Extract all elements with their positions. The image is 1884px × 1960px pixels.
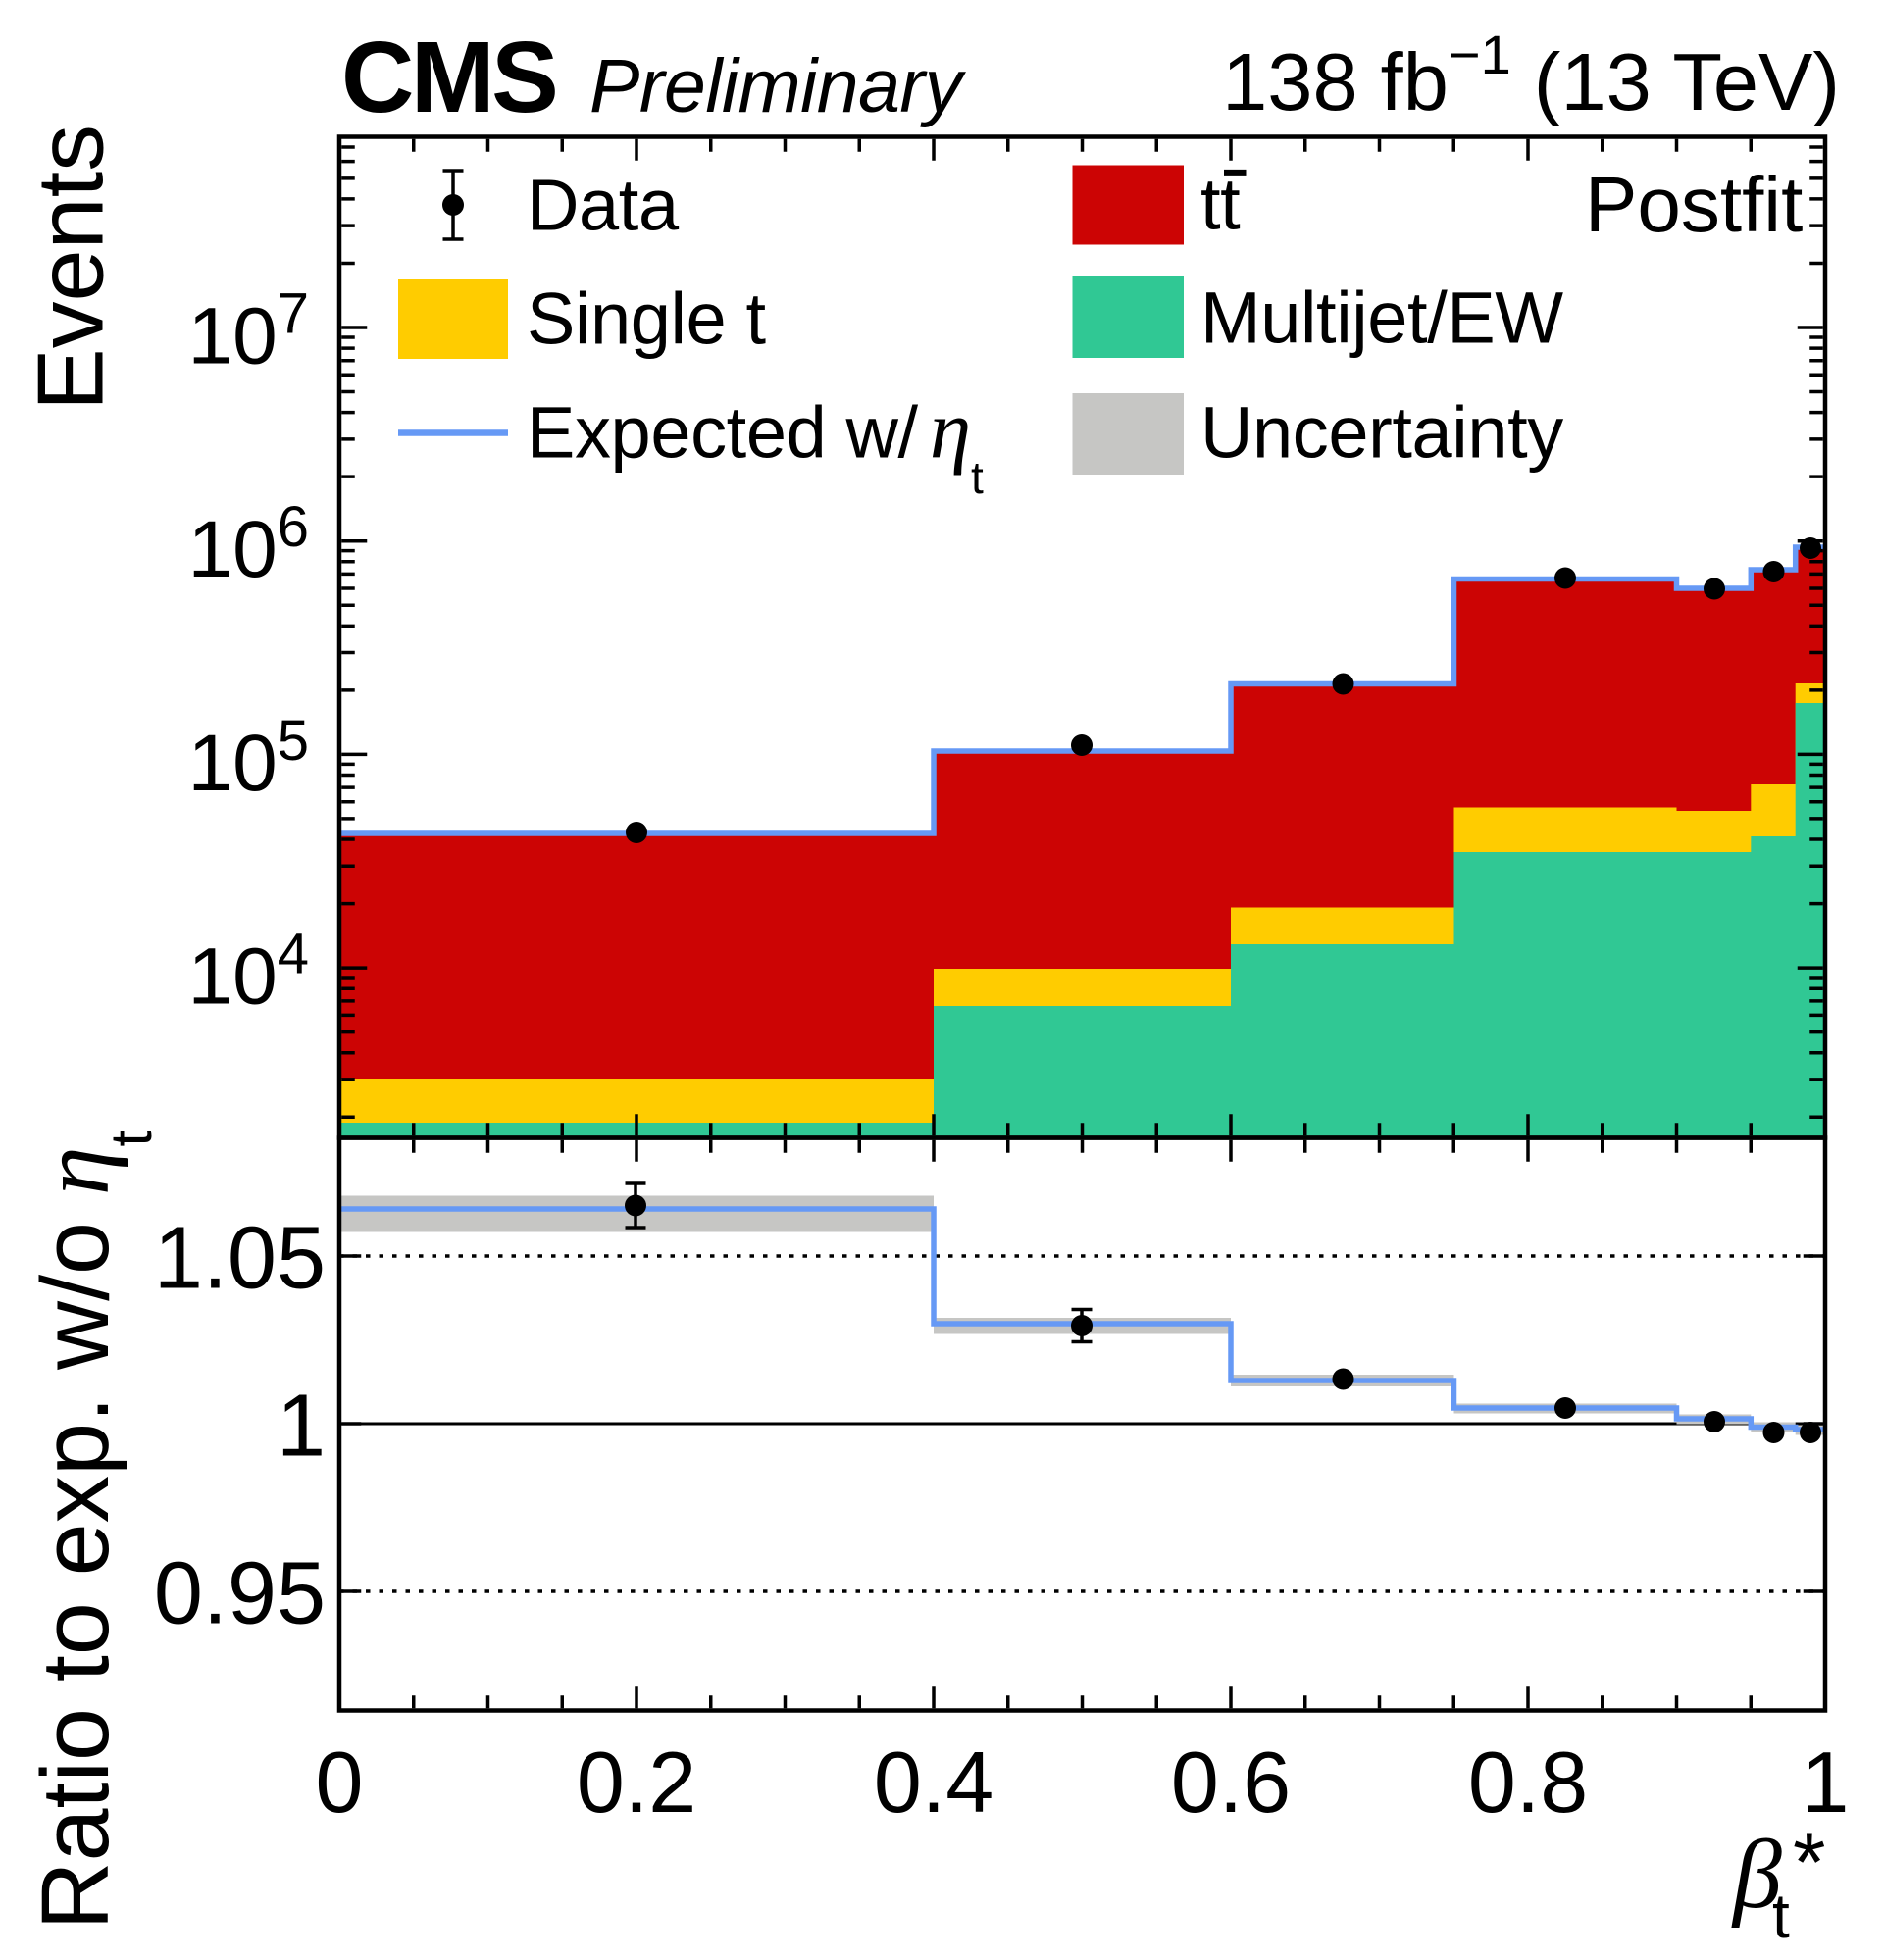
svg-text:Data: Data: [527, 165, 680, 246]
svg-text:Events: Events: [20, 125, 124, 411]
svg-text:CMS: CMS: [341, 21, 555, 133]
svg-text:Single t: Single t: [527, 278, 766, 360]
svg-text:Postfit: Postfit: [1585, 161, 1803, 248]
svg-text:0.4: 0.4: [874, 1734, 993, 1831]
svg-text:1.05: 1.05: [154, 1210, 326, 1308]
svg-text:β: β: [1731, 1820, 1782, 1929]
svg-text:0.6: 0.6: [1171, 1734, 1291, 1831]
svg-text:138 fb−1 (13 TeV): 138 fb−1 (13 TeV): [1222, 24, 1840, 127]
svg-text:0.8: 0.8: [1468, 1734, 1588, 1831]
svg-text:Uncertainty: Uncertainty: [1200, 392, 1563, 474]
svg-text:1: 1: [277, 1378, 326, 1476]
svg-text:0.2: 0.2: [577, 1734, 696, 1831]
svg-text:1: 1: [1802, 1734, 1850, 1831]
svg-text:0: 0: [316, 1734, 364, 1831]
svg-text:0.95: 0.95: [154, 1545, 326, 1643]
svg-text:Preliminary: Preliminary: [589, 44, 967, 128]
svg-text:*: *: [1793, 1816, 1825, 1910]
svg-text:Multijet/EW: Multijet/EW: [1200, 277, 1563, 359]
svg-text:t: t: [1772, 1881, 1790, 1951]
svg-text:tt: tt: [1200, 164, 1241, 245]
